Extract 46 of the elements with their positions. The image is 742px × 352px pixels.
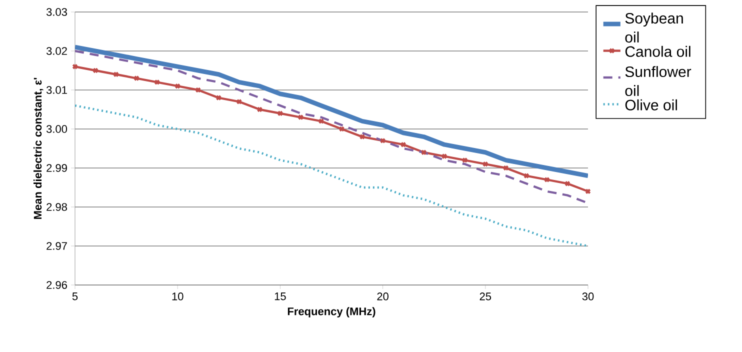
- point: [134, 75, 140, 82]
- y-tick-label: 3.03: [46, 8, 67, 16]
- legend-label: Olive oil: [625, 99, 677, 110]
- x-tick-label: 5: [72, 292, 78, 300]
- point: [359, 134, 366, 140]
- point: [298, 114, 304, 120]
- legend-label: Canola oil: [625, 46, 690, 57]
- point: [462, 157, 468, 164]
- x-tick-label: 30: [582, 292, 594, 300]
- y-tick-label: 2.99: [46, 164, 67, 172]
- point: [502, 165, 509, 171]
- point: [318, 118, 324, 124]
- point: [400, 142, 406, 148]
- x-tick-label: 25: [480, 292, 492, 300]
- point: [524, 172, 530, 179]
- point: [420, 149, 427, 156]
- point: [380, 138, 386, 144]
- legend-label: Sunflower oil: [625, 66, 692, 96]
- point: [441, 153, 448, 160]
- point: [482, 161, 488, 168]
- point: [92, 68, 98, 74]
- y-tick-label: 3.00: [46, 125, 68, 133]
- point: [174, 83, 181, 90]
- point: [256, 106, 263, 112]
- point: [216, 94, 222, 101]
- x-tick-label: 15: [274, 292, 286, 300]
- point: [195, 87, 202, 93]
- point: [154, 79, 160, 86]
- point: [113, 71, 119, 78]
- point: [236, 98, 242, 105]
- y-axis-title: Mean dielectric constant, ε': [34, 78, 44, 219]
- line-series: [75, 44, 588, 178]
- y-tick-label: 3.02: [46, 47, 67, 55]
- x-axis-title: Frequency (MHz): [288, 307, 376, 318]
- x-tick-label: 10: [172, 292, 184, 300]
- point: [338, 126, 345, 132]
- y-tick-label: 2.98: [46, 203, 67, 211]
- point: [277, 110, 284, 116]
- point: [544, 176, 550, 183]
- x-tick-label: 20: [377, 292, 388, 300]
- y-tick-label: 2.96: [46, 281, 67, 289]
- y-tick-label: 2.97: [46, 242, 67, 250]
- line-series: [75, 50, 588, 204]
- point: [564, 180, 570, 187]
- legend-label: Soybean oil: [625, 12, 683, 43]
- y-tick-label: 3.01: [46, 86, 67, 94]
